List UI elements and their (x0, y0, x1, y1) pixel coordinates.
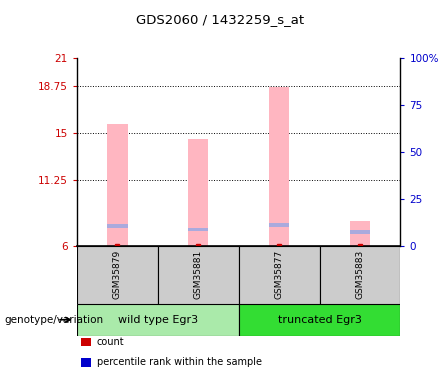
Text: GSM35877: GSM35877 (275, 250, 284, 299)
Text: truncated Egr3: truncated Egr3 (278, 315, 362, 325)
Bar (238, 304, 400, 336)
Text: GSM35881: GSM35881 (194, 250, 203, 299)
Bar (188, 228, 209, 231)
Bar (158, 246, 239, 304)
Text: GDS2060 / 1432259_s_at: GDS2060 / 1432259_s_at (136, 13, 304, 26)
Bar (188, 140, 209, 246)
Bar (269, 223, 289, 227)
Bar (350, 220, 370, 246)
Text: percentile rank within the sample: percentile rank within the sample (97, 357, 262, 368)
Bar (269, 87, 289, 246)
Text: genotype/variation: genotype/variation (4, 315, 103, 325)
Text: GSM35879: GSM35879 (113, 250, 122, 299)
Bar (350, 230, 370, 234)
Bar (319, 246, 400, 304)
Text: wild type Egr3: wild type Egr3 (118, 315, 198, 325)
Bar (77, 246, 158, 304)
Text: count: count (97, 337, 125, 347)
Bar (77, 304, 238, 336)
Text: GSM35883: GSM35883 (356, 250, 364, 299)
Bar (238, 246, 319, 304)
Bar (107, 124, 128, 246)
Bar (107, 224, 128, 228)
